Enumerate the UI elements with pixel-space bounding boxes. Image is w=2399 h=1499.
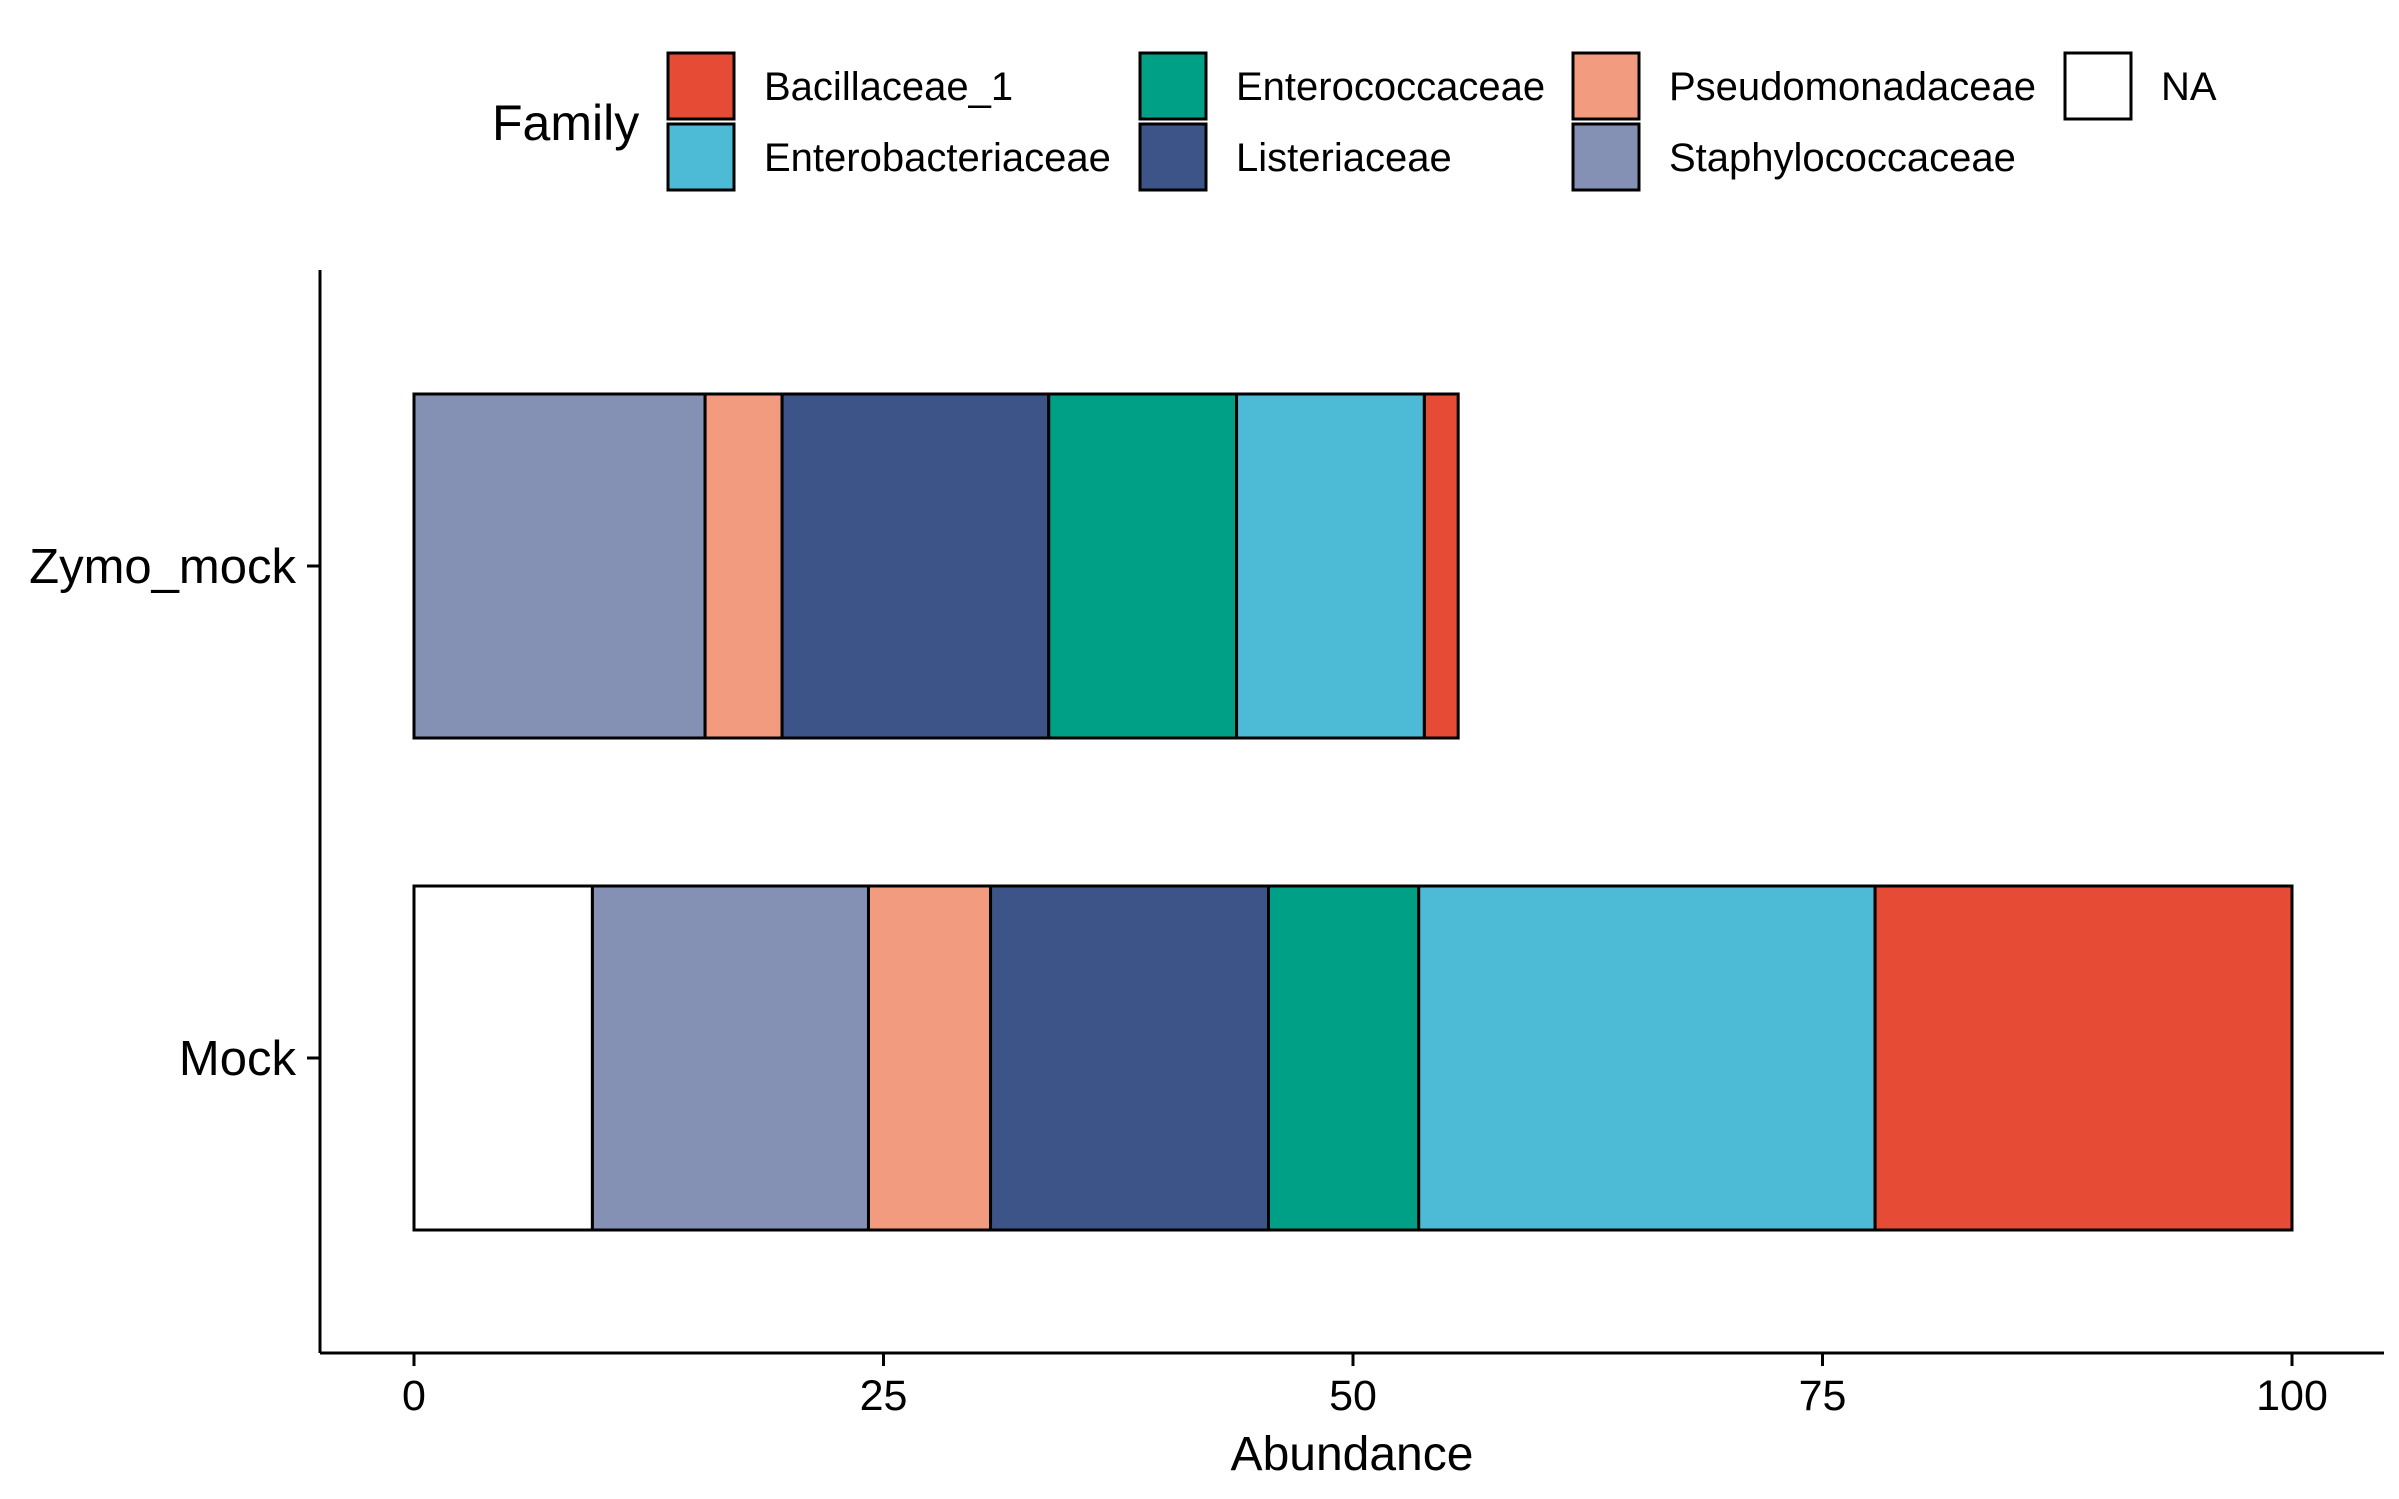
- bar-mock-enterococcaceae: [1266, 884, 1421, 1232]
- x-tick-label-75: 75: [1799, 1372, 1847, 1420]
- legend-label-pseudomonadaceae: Pseudomonadaceae: [1669, 65, 2036, 109]
- legend-label-na: NA: [2161, 65, 2217, 109]
- legend-label-listeriaceae: Listeriaceae: [1236, 136, 1452, 180]
- x-axis-title: Abundance: [1231, 1428, 1474, 1481]
- bar-group-zymo-mock: [412, 392, 1460, 740]
- bar-zymo-mock-enterobacteriaceae: [1235, 392, 1426, 740]
- bar-zymo-mock-pseudomonadaceae: [703, 392, 784, 740]
- bar-zymo-mock-staphylococcaceae: [412, 392, 707, 740]
- legend-key-pseudomonadaceae: [1571, 51, 1641, 121]
- legend-key-bacillaceae-1: [666, 51, 736, 121]
- legend-title: Family: [492, 95, 639, 151]
- legend: Family Bacillaceae_1 Enterobacteriaceae Ent…: [492, 51, 2217, 192]
- bar-zymo-mock-bacillaceae-1: [1422, 392, 1460, 740]
- legend-label-enterococcaceae: Enterococcaceae: [1236, 65, 1545, 109]
- legend-key-na: [2063, 51, 2133, 121]
- bar-zymo-mock-enterococcaceae: [1047, 392, 1239, 740]
- legend-key-enterobacteriaceae: [666, 122, 736, 192]
- x-tick-label-100: 100: [2256, 1372, 2328, 1420]
- legend-key-staphylococcaceae: [1571, 122, 1641, 192]
- bar-mock-na: [412, 884, 594, 1232]
- bar-mock-bacillaceae-1: [1873, 884, 2294, 1232]
- legend-key-enterococcaceae: [1138, 51, 1208, 121]
- bar-mock-pseudomonadaceae: [866, 884, 993, 1232]
- legend-label-bacillaceae-1: Bacillaceae_1: [764, 65, 1013, 109]
- legend-item-enterobacteriaceae: Enterobacteriaceae: [666, 122, 1111, 192]
- bar-group-mock: [412, 884, 2294, 1232]
- bar-zymo-mock-listeriaceae: [780, 392, 1051, 740]
- legend-item-pseudomonadaceae: Pseudomonadaceae: [1571, 51, 2036, 121]
- bar-mock-enterobacteriaceae: [1417, 884, 1877, 1232]
- legend-key-listeriaceae: [1138, 122, 1208, 192]
- legend-item-bacillaceae-1: Bacillaceae_1: [666, 51, 1013, 121]
- plot-bars: [412, 392, 2294, 1232]
- y-ticks: Zymo_mock Mock: [29, 540, 320, 1086]
- y-tick-label-zymo-mock: Zymo_mock: [29, 540, 296, 594]
- x-tick-label-50: 50: [1329, 1372, 1377, 1420]
- legend-item-staphylococcaceae: Staphylococcaceae: [1571, 122, 2016, 192]
- bar-mock-listeriaceae: [989, 884, 1270, 1232]
- legend-label-enterobacteriaceae: Enterobacteriaceae: [764, 136, 1111, 180]
- x-tick-label-0: 0: [402, 1372, 426, 1420]
- legend-item-listeriaceae: Listeriaceae: [1138, 122, 1452, 192]
- legend-item-enterococcaceae: Enterococcaceae: [1138, 51, 1545, 121]
- y-tick-label-mock: Mock: [179, 1032, 297, 1086]
- x-ticks: 0 25 50 75 100: [402, 1353, 2328, 1420]
- bar-mock-staphylococcaceae: [590, 884, 870, 1232]
- legend-label-staphylococcaceae: Staphylococcaceae: [1669, 136, 2016, 180]
- legend-item-na: NA: [2063, 51, 2217, 121]
- x-tick-label-25: 25: [860, 1372, 908, 1420]
